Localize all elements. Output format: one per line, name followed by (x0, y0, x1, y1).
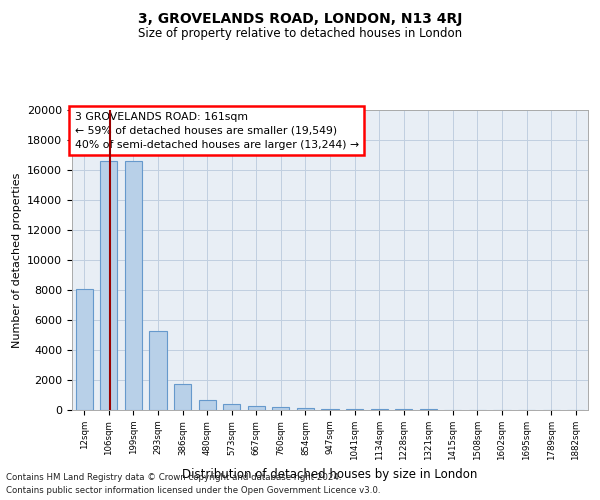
Text: Contains HM Land Registry data © Crown copyright and database right 2024.: Contains HM Land Registry data © Crown c… (6, 474, 341, 482)
Bar (125, 161, 142, 410)
Bar (76, 288, 93, 410)
Text: Size of property relative to detached houses in London: Size of property relative to detached ho… (138, 28, 462, 40)
Bar (174, 384, 191, 410)
Bar (272, 408, 289, 410)
Bar (371, 409, 388, 410)
Bar (199, 400, 216, 410)
Bar (322, 408, 338, 410)
Bar (149, 330, 167, 410)
Bar (248, 406, 265, 410)
Text: 3, GROVELANDS ROAD, LONDON, N13 4RJ: 3, GROVELANDS ROAD, LONDON, N13 4RJ (138, 12, 462, 26)
X-axis label: Distribution of detached houses by size in London: Distribution of detached houses by size … (182, 468, 478, 481)
Y-axis label: Number of detached properties: Number of detached properties (11, 172, 22, 348)
Text: 3 GROVELANDS ROAD: 161sqm
← 59% of detached houses are smaller (19,549)
40% of s: 3 GROVELANDS ROAD: 161sqm ← 59% of detac… (74, 112, 359, 150)
Bar (223, 404, 241, 410)
Bar (346, 409, 363, 410)
Bar (297, 408, 314, 410)
Text: Contains public sector information licensed under the Open Government Licence v3: Contains public sector information licen… (6, 486, 380, 495)
Bar (100, 161, 118, 410)
